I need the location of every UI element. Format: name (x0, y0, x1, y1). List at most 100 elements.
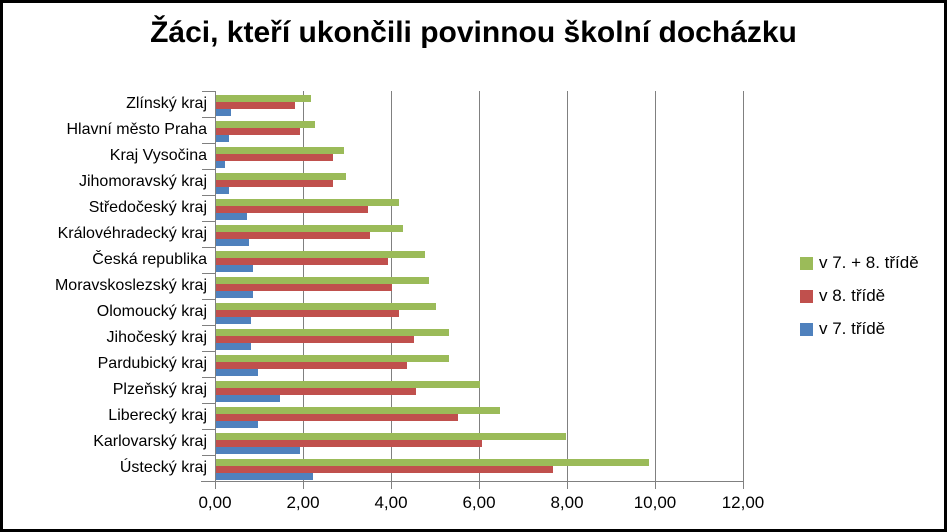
category-row (216, 299, 743, 325)
bar (216, 135, 230, 142)
legend-label: v 7. třídě (819, 319, 886, 338)
plot-area (202, 91, 744, 482)
y-axis-label: Moravskoslezský kraj (54, 277, 207, 294)
x-axis-label: 2,00 (286, 493, 320, 512)
bar (216, 284, 392, 291)
chart-title: Žáci, kteří ukončili povinnou školní doc… (150, 16, 797, 49)
category-row (216, 195, 743, 221)
y-axis-tick (202, 429, 216, 430)
legend-swatch-icon (800, 256, 813, 270)
y-axis-tick (202, 455, 216, 456)
y-axis-label: Ústecký kraj (119, 459, 207, 476)
y-axis-tick (202, 377, 216, 378)
bar (216, 161, 225, 168)
bar (216, 199, 399, 206)
gridline (567, 91, 568, 481)
bar (216, 109, 232, 116)
gridline (655, 91, 656, 481)
x-axis-tick (567, 481, 568, 489)
x-axis-label: 0,00 (198, 493, 232, 512)
legend-item: v 7. třídě (800, 319, 919, 339)
y-axis-tick (202, 195, 216, 196)
bar (216, 473, 313, 480)
category-row (216, 325, 743, 351)
x-axis-label: 6,00 (462, 493, 496, 512)
y-axis-label: Plzeňský kraj (112, 381, 207, 398)
bar (216, 310, 399, 317)
bar (216, 355, 450, 362)
y-axis-label: Hlavní město Praha (66, 121, 207, 138)
category-row (216, 143, 743, 169)
legend-swatch-icon (800, 322, 813, 336)
x-axis-line (201, 481, 744, 482)
gridline (743, 91, 744, 481)
x-axis-label: 4,00 (374, 493, 408, 512)
bar (216, 239, 249, 246)
y-axis-tick (202, 143, 216, 144)
y-axis-label: Olomoucký kraj (96, 303, 207, 320)
category-row (216, 455, 743, 481)
bar (216, 433, 566, 440)
bar (216, 447, 300, 454)
bar (216, 187, 230, 194)
bar (216, 317, 252, 324)
legend-item: v 8. třídě (800, 286, 919, 306)
x-axis-label: 12,00 (721, 493, 765, 512)
y-axis-label: Česká republika (92, 251, 207, 268)
legend-label: v 7. + 8. třídě (819, 253, 919, 272)
bar (216, 277, 430, 284)
x-axis-tick (655, 481, 656, 489)
y-axis-label: Liberecký kraj (108, 407, 207, 424)
y-axis-labels: Zlínský kraj Hlavní město Praha Kraj Vysoč… (3, 91, 207, 481)
bar (216, 440, 483, 447)
x-axis-tick (743, 481, 744, 489)
y-axis-label: Jihomoravský kraj (78, 173, 207, 190)
y-axis-label: Středočeský kraj (88, 199, 207, 216)
bar (216, 343, 252, 350)
bar (216, 225, 403, 232)
bar (216, 381, 480, 388)
bar (216, 258, 388, 265)
y-axis-tick (202, 325, 216, 326)
legend-item: v 7. + 8. třídě (800, 253, 919, 273)
y-axis-tick (202, 273, 216, 274)
y-axis-label: Kraj Vysočina (109, 147, 207, 164)
bar (216, 265, 254, 272)
bar (216, 291, 254, 298)
y-axis-tick (202, 169, 216, 170)
y-axis-tick (202, 221, 216, 222)
category-row (216, 273, 743, 299)
x-axis-tick (215, 481, 216, 489)
y-axis-tick (202, 247, 216, 248)
category-row (216, 377, 743, 403)
y-axis-label: Karlovarský kraj (93, 433, 207, 450)
bar (216, 303, 436, 310)
category-row (216, 429, 743, 455)
bar (216, 121, 315, 128)
category-row (216, 117, 743, 143)
x-axis-label: 10,00 (633, 493, 677, 512)
bar (216, 414, 458, 421)
bar (216, 369, 258, 376)
y-axis-tick (202, 117, 216, 118)
bar (216, 329, 450, 336)
bar (216, 213, 247, 220)
bar (216, 388, 417, 395)
y-axis-label: Zlínský kraj (126, 95, 207, 112)
y-axis-tick (202, 91, 216, 92)
category-row (216, 221, 743, 247)
category-row (216, 247, 743, 273)
x-axis-tick (303, 481, 304, 489)
y-axis-label: Jihočeský kraj (106, 329, 207, 346)
bar (216, 147, 344, 154)
bar (216, 407, 500, 414)
legend: v 7. + 8. třídě v 8. třídě v 7. třídě (800, 253, 919, 352)
bar (216, 466, 553, 473)
gridline (479, 91, 480, 481)
bar (216, 102, 296, 109)
legend-swatch-icon (800, 289, 813, 303)
bar (216, 459, 650, 466)
x-axis-tick (479, 481, 480, 489)
bar (216, 180, 333, 187)
